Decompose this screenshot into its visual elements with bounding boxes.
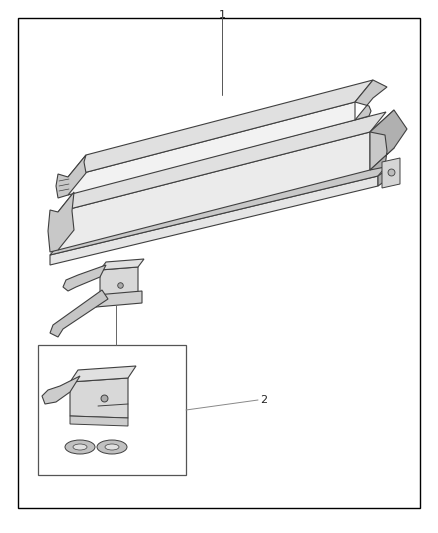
Polygon shape xyxy=(68,80,373,177)
Polygon shape xyxy=(56,155,86,198)
Polygon shape xyxy=(355,80,387,120)
Polygon shape xyxy=(378,162,398,186)
Polygon shape xyxy=(63,265,106,291)
Polygon shape xyxy=(370,110,394,170)
Polygon shape xyxy=(58,112,386,212)
Polygon shape xyxy=(50,290,108,337)
Polygon shape xyxy=(100,267,138,297)
Polygon shape xyxy=(58,132,370,250)
Polygon shape xyxy=(68,102,355,195)
Polygon shape xyxy=(70,416,128,426)
Bar xyxy=(38,345,186,475)
Ellipse shape xyxy=(105,444,119,450)
Polygon shape xyxy=(50,164,388,255)
Text: 2: 2 xyxy=(260,395,267,405)
Polygon shape xyxy=(70,378,128,418)
Polygon shape xyxy=(96,291,142,307)
Polygon shape xyxy=(370,110,407,170)
Polygon shape xyxy=(42,376,80,404)
Ellipse shape xyxy=(97,440,127,454)
Polygon shape xyxy=(50,176,378,265)
Text: 1: 1 xyxy=(219,10,226,20)
Polygon shape xyxy=(382,158,400,188)
Ellipse shape xyxy=(73,444,87,450)
Polygon shape xyxy=(48,192,74,252)
Polygon shape xyxy=(100,259,144,270)
Ellipse shape xyxy=(65,440,95,454)
Polygon shape xyxy=(70,366,136,382)
